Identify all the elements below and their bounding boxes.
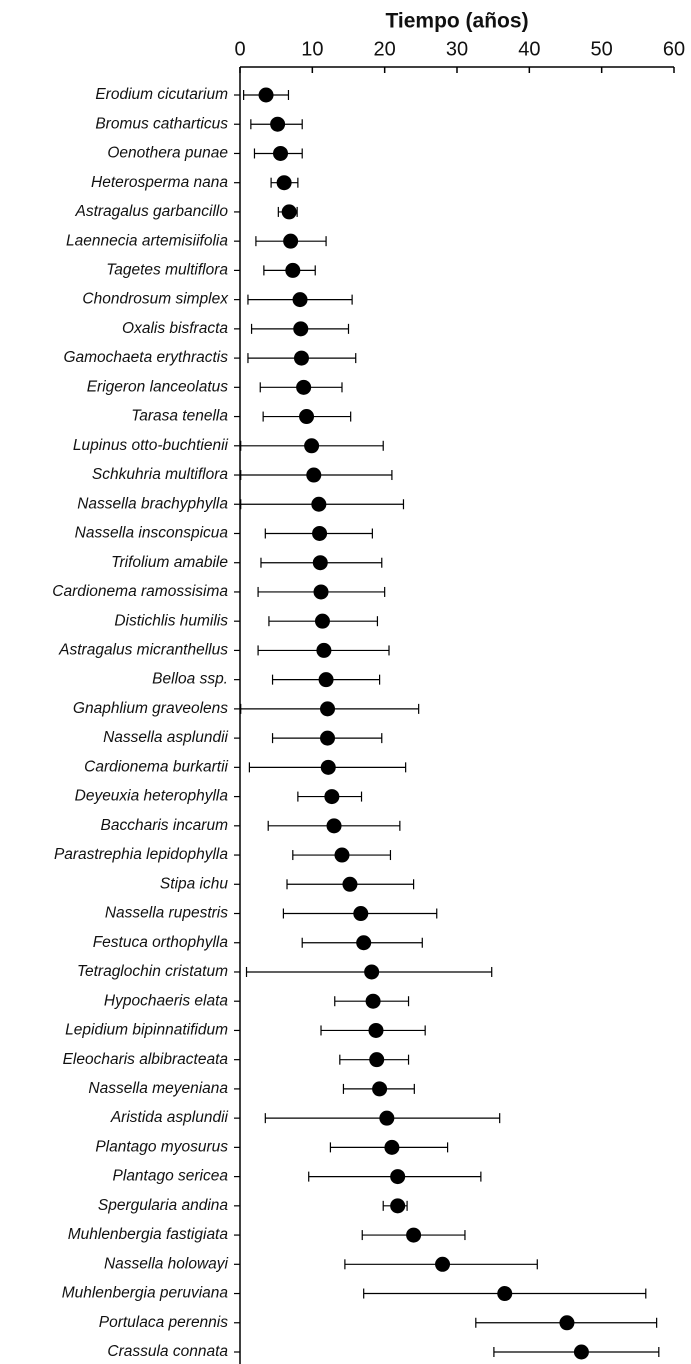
y-tick-label: Portulaca perennis	[99, 1314, 228, 1331]
dot	[313, 584, 329, 600]
y-tick-label: Astragalus micranthellus	[58, 642, 228, 659]
y-tick-label: Baccharis incarum	[101, 817, 229, 834]
dot	[311, 496, 327, 512]
dot	[342, 876, 358, 892]
dot	[304, 438, 320, 454]
dot	[312, 525, 328, 541]
y-tick-label: Lepidium bipinnatifidum	[65, 1022, 228, 1039]
y-tick-label: Chondrosum simplex	[82, 291, 229, 308]
y-tick-label: Laennecia artemisiifolia	[66, 232, 228, 249]
y-tick-label: Trifolium amabile	[111, 554, 228, 571]
dot	[435, 1256, 451, 1272]
dot	[326, 818, 342, 834]
dot	[281, 204, 297, 220]
y-tick-label: Festuca orthophylla	[93, 934, 229, 951]
y-tick-label: Lupinus otto-buchtienii	[73, 437, 229, 454]
dot	[372, 1081, 388, 1097]
y-tick-label: Distichlis humilis	[114, 612, 228, 629]
y-tick-label: Tarasa tenella	[131, 408, 228, 425]
y-tick-label: Erodium cicutarium	[95, 86, 228, 103]
y-tick-label: Hypochaeris elata	[104, 992, 228, 1009]
dot	[314, 613, 330, 629]
dot	[296, 379, 312, 395]
y-tick-label: Bromus catharticus	[95, 115, 228, 132]
dot	[379, 1110, 395, 1126]
dot	[258, 87, 274, 103]
dot	[293, 321, 309, 337]
y-tick-label: Deyeuxia heterophylla	[75, 788, 229, 805]
dot	[365, 993, 381, 1009]
dot	[334, 847, 350, 863]
dot	[320, 730, 336, 746]
dot	[318, 672, 334, 688]
x-tick-label: 50	[591, 38, 613, 60]
y-tick-label: Oxalis bisfracta	[122, 320, 228, 337]
dot	[369, 1052, 385, 1068]
y-tick-label: Muhlenbergia fastigiata	[68, 1226, 229, 1243]
axis-title: Tiempo (años)	[385, 10, 528, 33]
dot	[306, 467, 322, 483]
y-tick-label: Crassula connata	[107, 1343, 228, 1360]
dot	[292, 292, 308, 308]
dot	[285, 262, 301, 278]
x-tick-label: 20	[374, 38, 396, 60]
y-tick-label: Gnaphlium graveolens	[73, 700, 228, 717]
dot	[390, 1198, 406, 1214]
dot	[356, 935, 372, 951]
dot	[368, 1022, 384, 1038]
y-tick-label: Stipa ichu	[160, 875, 228, 892]
y-tick-label: Cardionema burkartii	[84, 758, 228, 775]
dot	[390, 1169, 406, 1185]
y-tick-label: Spergularia andina	[98, 1197, 229, 1214]
y-tick-label: Schkuhria multiflora	[92, 466, 228, 483]
dot	[406, 1227, 422, 1243]
dot	[283, 233, 299, 249]
y-tick-label: Tetraglochin cristatum	[77, 963, 228, 980]
dot	[316, 642, 332, 658]
y-tick-label: Aristida asplundii	[110, 1109, 229, 1126]
dot	[293, 350, 309, 366]
x-tick-label: 10	[301, 38, 323, 60]
y-tick-label: Plantago sericea	[113, 1168, 229, 1185]
y-tick-label: Gamochaeta erythractis	[63, 349, 228, 366]
y-tick-label: Eleocharis albibracteata	[63, 1051, 229, 1068]
dot	[559, 1315, 575, 1331]
dot	[384, 1139, 400, 1155]
y-tick-label: Nassella rupestris	[105, 905, 228, 922]
dot	[573, 1344, 589, 1360]
dot	[324, 789, 340, 805]
y-tick-label: Plantago myosurus	[95, 1138, 228, 1155]
x-tick-label: 60	[663, 38, 685, 60]
y-tick-label: Nassella asplundii	[103, 729, 228, 746]
y-tick-label: Nassella insconspicua	[75, 525, 229, 542]
y-tick-label: Nassella meyeniana	[88, 1080, 228, 1097]
y-tick-label: Muhlenbergia peruviana	[62, 1285, 229, 1302]
y-tick-label: Heterosperma nana	[91, 174, 228, 191]
y-tick-label: Oenothera punae	[107, 145, 228, 162]
y-tick-label: Belloa ssp.	[152, 671, 228, 688]
y-tick-label: Cardionema ramossisima	[52, 583, 228, 600]
dot	[353, 906, 369, 922]
dot	[497, 1286, 513, 1302]
y-tick-label: Erigeron lanceolatus	[87, 378, 229, 395]
x-tick-label: 40	[518, 38, 540, 60]
dot	[273, 145, 289, 161]
dot	[276, 175, 292, 191]
dot	[270, 116, 286, 132]
y-tick-label: Parastrephia lepidophylla	[54, 846, 228, 863]
x-tick-label: 30	[446, 38, 468, 60]
y-tick-label: Nassella holowayi	[104, 1255, 229, 1272]
dot	[312, 555, 328, 571]
y-tick-label: Astragalus garbancillo	[74, 203, 228, 220]
x-tick-label: 0	[234, 38, 245, 60]
dot	[320, 759, 336, 775]
dot	[364, 964, 380, 980]
dot	[299, 409, 315, 425]
dot	[320, 701, 336, 717]
y-tick-label: Tagetes multiflora	[106, 261, 228, 278]
y-tick-label: Nassella brachyphylla	[77, 495, 228, 512]
